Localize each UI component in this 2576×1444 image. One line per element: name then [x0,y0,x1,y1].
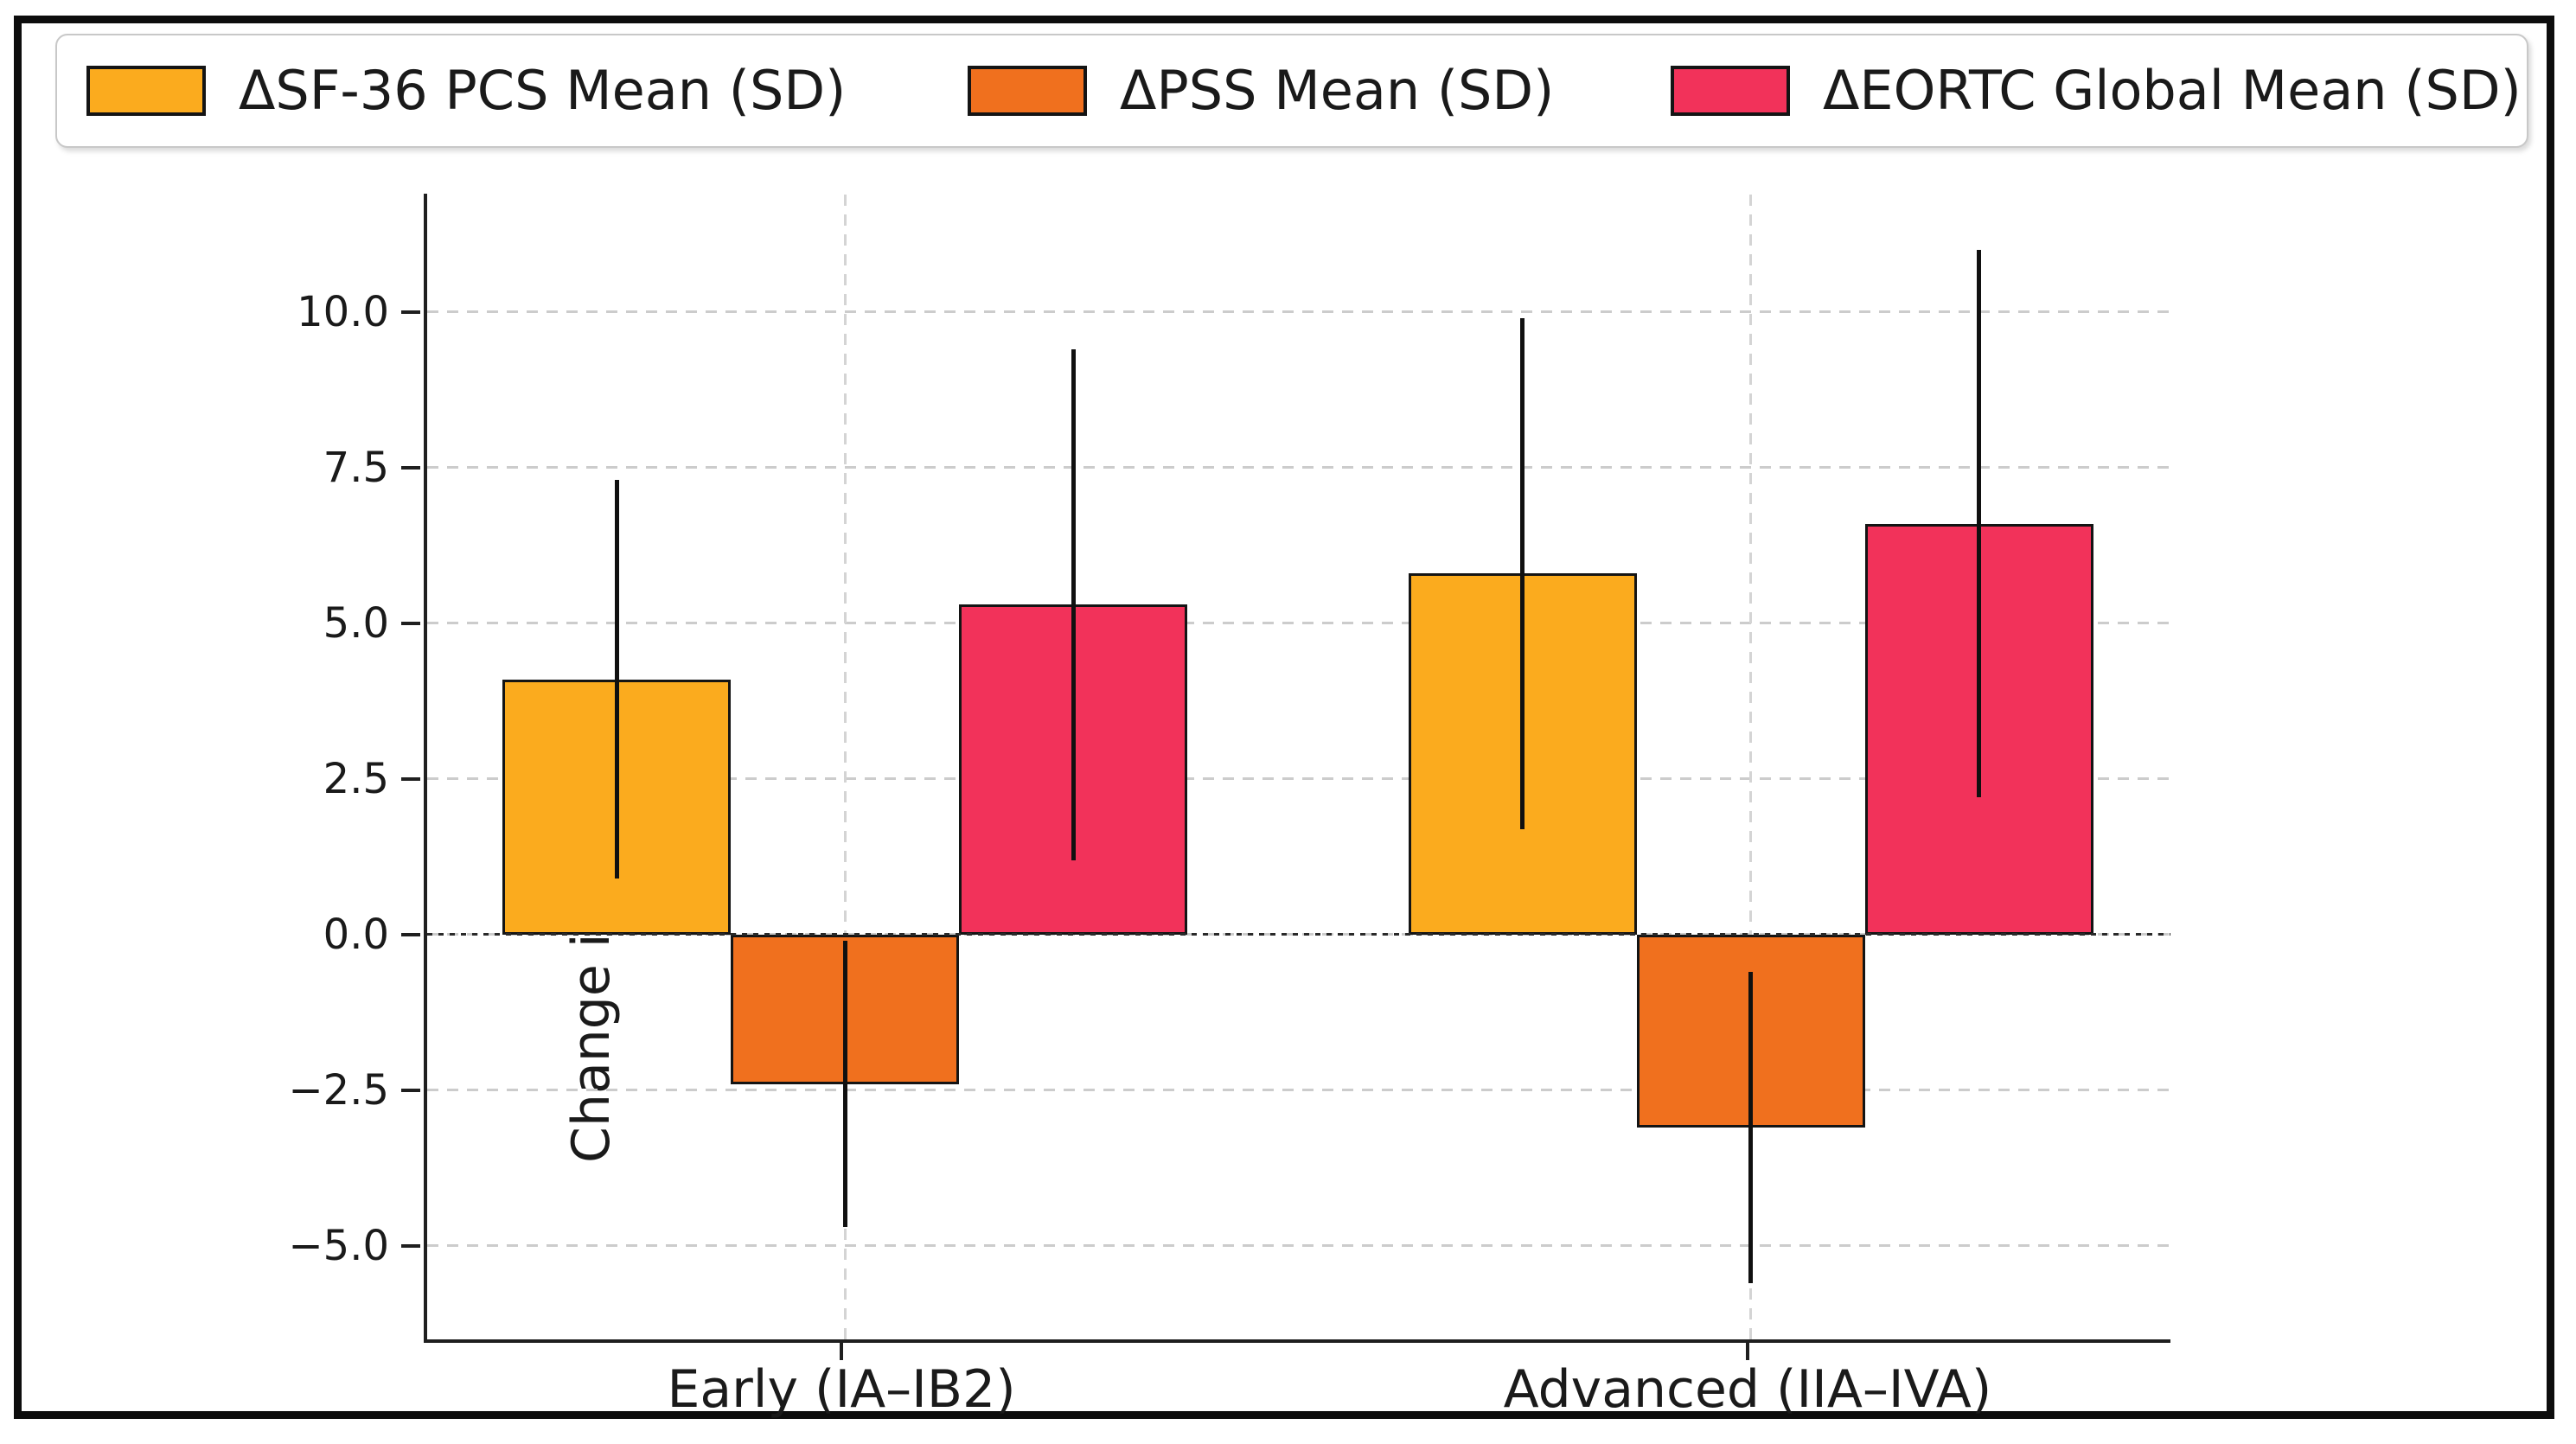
y-tick-mark [401,1088,420,1092]
legend-label: ΔPSS Mean (SD) [1120,59,1555,122]
legend-swatch-icon [86,66,206,116]
x-category-label: Early (IA–IB2) [667,1359,1016,1420]
x-tick-mark [840,1343,844,1360]
y-tick-label: 0.0 [323,910,389,959]
v-gridline [843,194,847,1339]
y-tick-mark [401,1243,420,1248]
plot-area: Change in Scores [424,194,2170,1343]
legend-swatch-icon [968,66,1087,116]
y-tick-mark [401,621,420,625]
zero-baseline [427,933,2170,936]
legend-item: ΔEORTC Global Mean (SD) [1671,35,2522,146]
y-tick-label: −2.5 [288,1065,389,1115]
legend-label: ΔSF-36 PCS Mean (SD) [239,59,847,122]
h-gridline [427,622,2170,625]
y-tick-label: 10.0 [297,287,389,336]
error-bar [614,480,619,879]
y-tick-label: −5.0 [288,1221,389,1270]
legend-label: ΔEORTC Global Mean (SD) [1823,59,2522,122]
v-gridline [1749,194,1753,1339]
x-category-label: Advanced (IIA–IVA) [1503,1359,1992,1420]
error-bar [1520,318,1525,829]
legend-item: ΔPSS Mean (SD) [968,35,1554,146]
y-tick-mark [401,932,420,936]
error-bar [842,941,847,1228]
y-tick-mark [401,310,420,314]
error-bar [1748,972,1754,1284]
h-gridline [427,310,2170,314]
y-tick-mark [401,776,420,781]
y-tick-label: 5.0 [323,598,389,648]
h-gridline [427,1089,2170,1092]
h-gridline [427,466,2170,470]
error-bar [1977,249,1982,798]
h-gridline [427,1244,2170,1248]
y-tick-mark [401,465,420,470]
legend-swatch-icon [1671,66,1790,116]
x-tick-mark [1745,1343,1749,1360]
y-tick-label: 7.5 [323,443,389,492]
error-bar [1071,349,1076,860]
y-tick-label: 2.5 [323,754,389,803]
legend-item: ΔSF-36 PCS Mean (SD) [86,35,846,146]
figure-frame: ΔSF-36 PCS Mean (SD) ΔPSS Mean (SD) ΔEORTC… [14,16,2554,1419]
chart-legend: ΔSF-36 PCS Mean (SD) ΔPSS Mean (SD) ΔEORTC… [55,34,2528,148]
h-gridline [427,777,2170,781]
